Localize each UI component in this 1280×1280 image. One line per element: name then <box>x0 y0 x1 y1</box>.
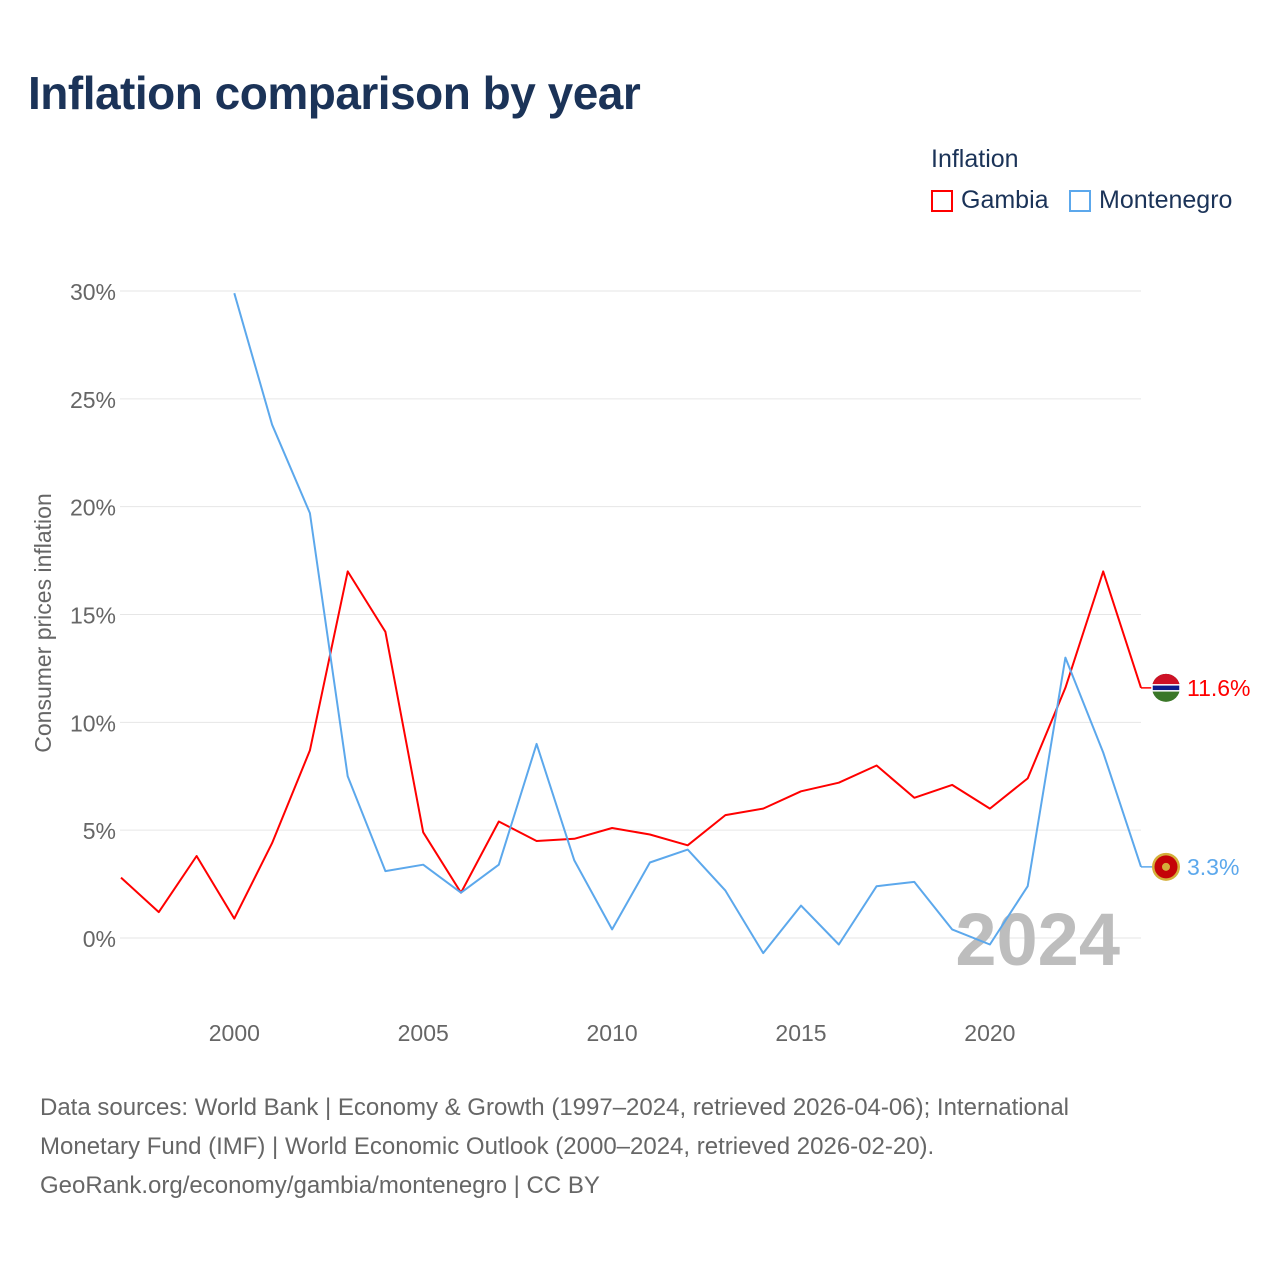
x-tick-label: 2010 <box>587 1020 638 1046</box>
line-chart: 0% 5% 10% 15% 20% 25% 30% 2000 2005 2010 2015 2020 C… <box>30 279 1251 1046</box>
y-tick-label: 10% <box>70 710 116 736</box>
x-tick-label: 2000 <box>209 1020 260 1046</box>
legend-label: Montenegro <box>1099 186 1233 214</box>
y-tick-label: 20% <box>70 495 116 521</box>
series-line-montenegro <box>233 292 1142 955</box>
legend-item-gambia[interactable]: Gambia <box>931 186 1049 215</box>
legend-title: Inflation <box>931 145 1019 173</box>
footer-line: GeoRank.org/economy/gambia/montenegro | … <box>40 1172 600 1199</box>
y-tick-label: 5% <box>83 818 116 844</box>
y-tick-label: 0% <box>83 926 116 952</box>
footer-line: Data sources: World Bank | Economy & Gro… <box>40 1094 1070 1121</box>
footer-sources: Data sources: World Bank | Economy & Gro… <box>40 1088 1069 1205</box>
end-value-label-montenegro: 3.3% <box>1187 854 1239 880</box>
series-line-gambia <box>120 570 1142 920</box>
flag-gambia-blue <box>1151 684 1181 692</box>
x-tick-label: 2015 <box>775 1020 826 1046</box>
legend-swatch-montenegro <box>1069 189 1091 212</box>
footer-line: Monetary Fund (IMF) | World Economic Out… <box>40 1133 935 1160</box>
flag-montenegro-emblem <box>1162 862 1170 871</box>
x-tick-label: 2020 <box>964 1020 1015 1046</box>
legend-item-montenegro[interactable]: Montenegro <box>1069 186 1232 215</box>
y-tick-label: 15% <box>70 603 116 629</box>
x-tick-label: 2005 <box>398 1020 449 1046</box>
y-tick-label: 30% <box>70 279 116 305</box>
chart-title: Inflation comparison by year <box>28 67 641 119</box>
end-value-label-gambia: 11.6% <box>1187 675 1251 701</box>
year-watermark: 2024 <box>955 898 1120 981</box>
legend-label: Gambia <box>961 186 1049 214</box>
y-axis-label: Consumer prices inflation <box>30 493 56 753</box>
legend-swatch-gambia <box>931 189 953 212</box>
y-tick-label: 25% <box>70 387 116 413</box>
